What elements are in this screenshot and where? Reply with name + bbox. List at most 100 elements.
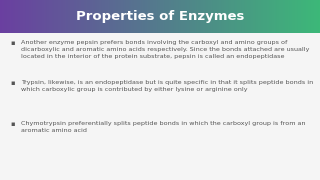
Bar [71, 0, 73, 33]
Bar [91, 0, 92, 33]
Bar [176, 0, 177, 33]
Bar [305, 0, 307, 33]
Bar [283, 0, 284, 33]
Bar [182, 0, 184, 33]
Bar [144, 0, 145, 33]
Bar [210, 0, 212, 33]
Bar [174, 0, 175, 33]
Bar [5, 0, 7, 33]
Bar [97, 0, 99, 33]
Bar [233, 0, 234, 33]
Bar [313, 0, 314, 33]
Bar [187, 0, 188, 33]
Bar [28, 0, 29, 33]
Bar [26, 0, 27, 33]
Bar [241, 0, 243, 33]
Bar [51, 0, 52, 33]
Bar [246, 0, 248, 33]
Bar [192, 0, 193, 33]
Bar [171, 0, 172, 33]
Bar [102, 0, 104, 33]
Bar [2, 0, 4, 33]
Bar [130, 0, 132, 33]
Bar [169, 0, 170, 33]
Bar [110, 0, 111, 33]
Bar [78, 0, 79, 33]
Bar [281, 0, 282, 33]
Bar [304, 0, 305, 33]
Bar [19, 0, 20, 33]
Bar [259, 0, 260, 33]
Bar [240, 0, 241, 33]
Bar [178, 0, 180, 33]
Bar [85, 0, 87, 33]
Bar [122, 0, 123, 33]
Bar [206, 0, 207, 33]
Bar [77, 0, 78, 33]
Bar [7, 0, 9, 33]
Bar [201, 0, 202, 33]
Bar [271, 0, 272, 33]
Bar [81, 0, 83, 33]
Bar [258, 0, 260, 33]
Bar [253, 0, 254, 33]
Bar [149, 0, 151, 33]
Text: Trypsin, likewise, is an endopeptidase but is quite specific in that it splits p: Trypsin, likewise, is an endopeptidase b… [21, 80, 313, 92]
Bar [215, 0, 217, 33]
Bar [242, 0, 244, 33]
Bar [49, 0, 51, 33]
Bar [301, 0, 302, 33]
Bar [23, 0, 25, 33]
Bar [293, 0, 295, 33]
Bar [319, 0, 320, 33]
Bar [185, 0, 186, 33]
Bar [123, 0, 124, 33]
Bar [59, 0, 60, 33]
Bar [69, 0, 71, 33]
Bar [298, 0, 299, 33]
Bar [29, 0, 30, 33]
Bar [290, 0, 292, 33]
Bar [100, 0, 102, 33]
Bar [116, 0, 118, 33]
Bar [245, 0, 247, 33]
Bar [147, 0, 148, 33]
Bar [131, 0, 132, 33]
Bar [275, 0, 276, 33]
Bar [219, 0, 220, 33]
Bar [226, 0, 228, 33]
Bar [157, 0, 158, 33]
Bar [76, 0, 77, 33]
Bar [55, 0, 57, 33]
Bar [126, 0, 127, 33]
Bar [214, 0, 216, 33]
Bar [146, 0, 148, 33]
Bar [177, 0, 179, 33]
Bar [297, 0, 298, 33]
Bar [243, 0, 244, 33]
Bar [181, 0, 183, 33]
Bar [107, 0, 108, 33]
Bar [309, 0, 311, 33]
Bar [132, 0, 134, 33]
Bar [222, 0, 223, 33]
Bar [315, 0, 316, 33]
Bar [269, 0, 270, 33]
Bar [228, 0, 230, 33]
Bar [93, 0, 94, 33]
Bar [94, 0, 95, 33]
Bar [45, 0, 46, 33]
Bar [118, 0, 120, 33]
Bar [4, 0, 6, 33]
Bar [235, 0, 236, 33]
Bar [141, 0, 142, 33]
Bar [239, 0, 240, 33]
Bar [203, 0, 204, 33]
Bar [179, 0, 180, 33]
Bar [138, 0, 139, 33]
Bar [25, 0, 26, 33]
Bar [202, 0, 203, 33]
Bar [21, 0, 23, 33]
Bar [238, 0, 239, 33]
Bar [101, 0, 103, 33]
